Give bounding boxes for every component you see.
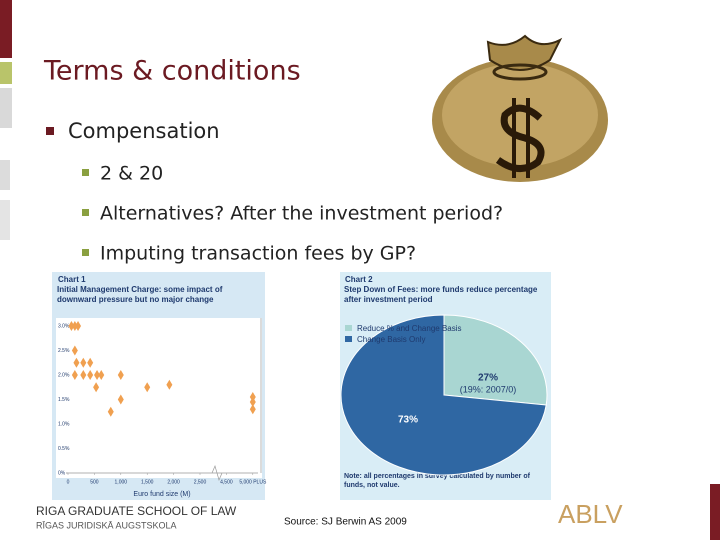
x-tick-label: 2,000 [167, 479, 180, 485]
x-tick-label: 4,500 [220, 479, 233, 485]
y-tick-label: 0.5% [58, 446, 70, 452]
point [71, 370, 78, 380]
x-tick-label: 500 [90, 479, 99, 485]
y-tick-label: 3.0% [58, 323, 70, 329]
school-name: RIGA GRADUATE SCHOOL OF LAW [36, 504, 237, 518]
point [107, 406, 114, 417]
point [80, 370, 87, 380]
x-tick-label: 5,000 PLUS [239, 479, 267, 485]
axis-break [211, 464, 223, 482]
point [94, 370, 101, 380]
logo: ABLV [558, 499, 623, 529]
x-tick-label: 1,000 [115, 479, 128, 485]
point [71, 321, 78, 331]
y-tick-label: 2.0% [58, 372, 70, 378]
bullet [82, 169, 89, 176]
y-tick-label: 0% [58, 470, 66, 476]
chart-label: Chart 2 [345, 275, 373, 284]
chart-note: Note: all percentages in survey calculat… [344, 473, 530, 489]
edge-bar [0, 88, 12, 128]
point [249, 396, 256, 407]
bullet [82, 209, 89, 216]
x-axis-label: Euro fund size (M) [133, 491, 190, 498]
chart-title-text: Step Down of Fees: more funds reduce per… [344, 285, 538, 304]
annotation: (19%: 2007/0) [460, 384, 517, 394]
pie-slice [340, 314, 547, 476]
edge-bar [710, 484, 720, 540]
y-tick-label: 2.5% [58, 348, 70, 354]
point [75, 321, 82, 331]
legend-swatch [345, 336, 352, 342]
point [166, 379, 173, 390]
legend-swatch [345, 325, 352, 331]
point [68, 321, 75, 331]
point [80, 357, 87, 368]
y-tick-label: 1.0% [58, 421, 70, 427]
x-tick-label: 1,500 [141, 479, 154, 485]
point [93, 382, 100, 393]
edge-bar [0, 0, 12, 58]
point [117, 394, 124, 405]
bullet-text: Compensation [68, 119, 220, 143]
source: Source: SJ Berwin AS 2009 [284, 517, 407, 528]
money-bag [432, 34, 608, 182]
edge-bar [0, 200, 10, 240]
point [249, 404, 256, 415]
chart-note-text: Note: all percentages in survey calculat… [344, 473, 530, 489]
y-tick-label: 1.5% [58, 397, 70, 403]
bullet [82, 249, 89, 256]
point [98, 370, 105, 380]
point [144, 382, 151, 393]
value-label: 73% [398, 415, 418, 426]
pie-slice [443, 314, 548, 406]
bullet-text: Imputing transaction fees by GP? [100, 243, 416, 265]
edge-bar [0, 160, 10, 190]
bullet [46, 127, 54, 135]
chart-title-text: Initial Management Charge: some impact o… [57, 285, 223, 304]
bullet-text: Alternatives? After the investment perio… [100, 203, 503, 225]
legend-label: Change Basis Only [357, 335, 425, 344]
plot-area [56, 318, 262, 478]
point [71, 345, 78, 356]
value-label: 27% [478, 373, 498, 384]
chart-title: Initial Management Charge: some impact o… [57, 285, 223, 304]
point [87, 370, 94, 380]
point [117, 370, 124, 380]
school-name-lv: RĪGAS JURIDISKĀ AUGSTSKOLA [36, 520, 177, 530]
point [87, 357, 94, 368]
legend-label: Reduce % and Change Basis [357, 324, 462, 333]
edge-bar [0, 62, 12, 84]
bullet-text: 2 & 20 [100, 163, 163, 185]
point [73, 357, 80, 368]
chart-title: Step Down of Fees: more funds reduce per… [344, 285, 538, 304]
x-tick-label: 2,500 [194, 479, 207, 485]
slide-title: Terms & conditions [43, 56, 301, 87]
x-tick-label: 0 [67, 479, 70, 485]
chart-label: Chart 1 [58, 275, 86, 284]
